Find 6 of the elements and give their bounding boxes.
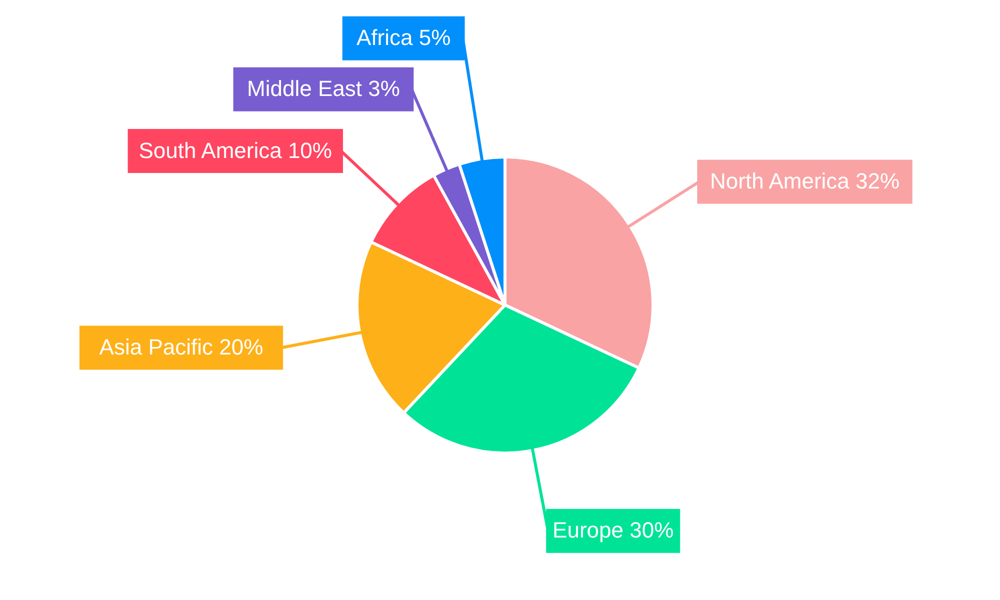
slice-label: Middle East 3% xyxy=(247,76,400,102)
slice-label: South America 10% xyxy=(138,138,332,163)
slice-label: Asia Pacific 20% xyxy=(99,334,264,360)
slice-label: North America 32% xyxy=(710,168,900,194)
slice-label: Africa 5% xyxy=(356,25,451,50)
slice-label: Europe 30% xyxy=(552,518,674,543)
